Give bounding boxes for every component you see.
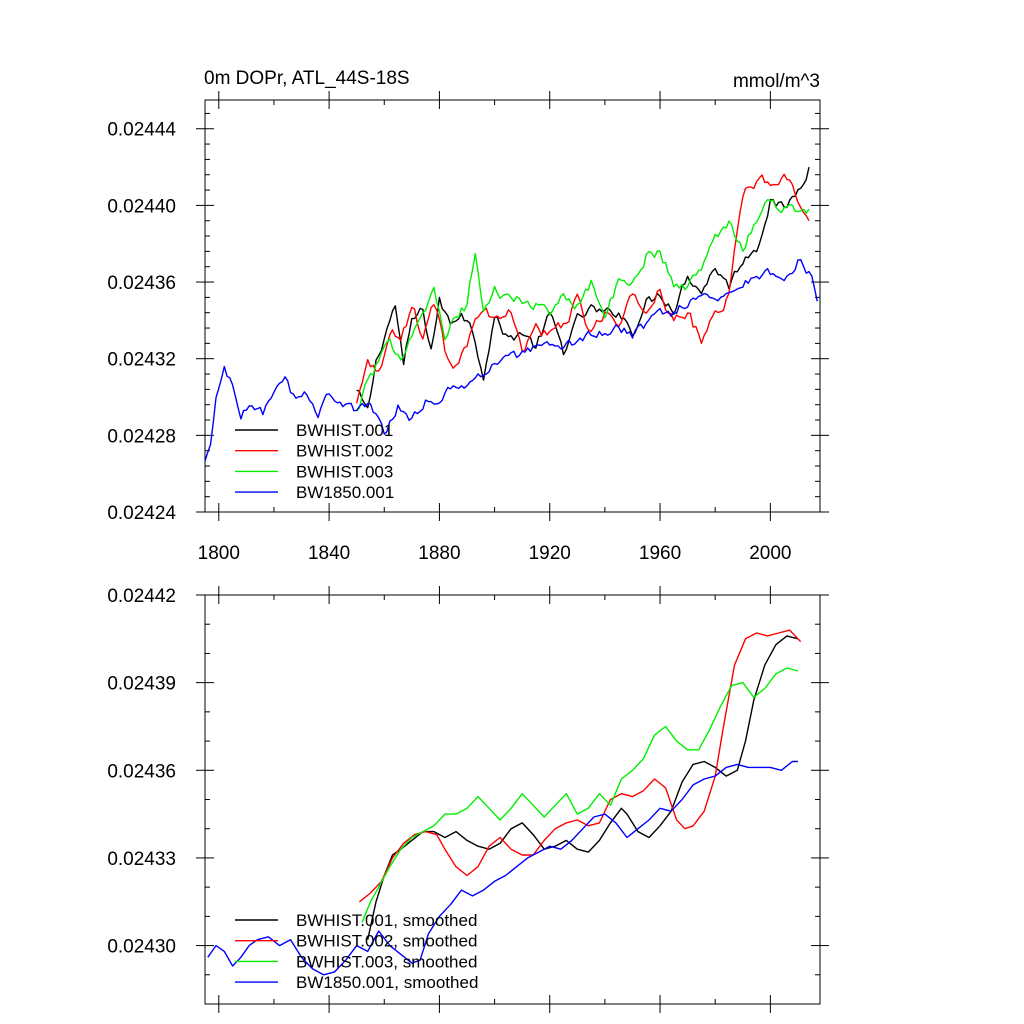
legend-label: BWHIST.002, smoothed	[296, 932, 477, 951]
top-series-layer	[204, 166, 818, 462]
y-tick-label: 0.02436	[107, 761, 176, 782]
x-tick-label: 1960	[639, 543, 681, 564]
x-tick-label: 1840	[308, 543, 350, 564]
y-tick-label: 0.02433	[107, 849, 176, 870]
y-tick-label: 0.02442	[107, 586, 176, 607]
units-label: mmol/m^3	[733, 71, 820, 92]
y-tick-label: 0.02430	[107, 937, 176, 958]
legend-label: BW1850.001, smoothed	[296, 973, 478, 992]
bottom-legend: BWHIST.001, smoothed BWHIST.002, smoothed…	[235, 911, 478, 992]
y-tick-label: 0.02439	[107, 674, 176, 695]
series-line-bwhist-001-smoothed	[367, 635, 799, 940]
series-line-bwhist-003-smoothed	[361, 667, 799, 923]
x-tick-label: 1800	[198, 543, 240, 564]
y-tick-label: 0.02428	[107, 426, 176, 447]
bottom-panel: 0.02430 0.02433 0.02436 0.02439 0.02442 BWHI…	[107, 586, 829, 1013]
bottom-series-layer	[207, 629, 802, 976]
y-tick-label: 0.02444	[107, 120, 176, 141]
series-line-bw1850-001	[204, 259, 818, 462]
series-line-bwhist-001	[356, 166, 810, 409]
legend-label: BWHIST.001, smoothed	[296, 911, 477, 930]
series-line-bwhist-002-smoothed	[358, 629, 802, 903]
top-panel-title: 0m DOPr, ATL_44S-18S	[204, 68, 410, 89]
y-tick-label: 0.02432	[107, 350, 176, 371]
x-tick-label: 2000	[749, 543, 791, 564]
top-panel: 0m DOPr, ATL_44S-18S mmol/m^3 1800 1840 18…	[107, 68, 829, 564]
x-tick-label: 1880	[418, 543, 460, 564]
series-line-bw1850-001-smoothed	[207, 760, 798, 976]
top-plot-frame	[204, 99, 821, 513]
x-tick-label: 1920	[529, 543, 571, 564]
top-axis-ticks: 1800 1840 1880 1920 1960 2000 0.02424 0.02428 0.…	[107, 91, 829, 564]
bottom-axis-ticks: 0.02430 0.02433 0.02436 0.02439 0.02442	[107, 586, 829, 1013]
series-line-bwhist-003	[356, 199, 810, 412]
legend-label: BWHIST.003	[296, 462, 393, 481]
y-tick-label: 0.02424	[107, 503, 176, 524]
series-line-bwhist-002	[356, 173, 810, 404]
y-tick-label: 0.02440	[107, 196, 176, 217]
y-tick-label: 0.02436	[107, 273, 176, 294]
legend-label: BW1850.001	[296, 483, 394, 502]
legend-label: BWHIST.001	[296, 421, 393, 440]
legend-label: BWHIST.003, smoothed	[296, 952, 477, 971]
legend-label: BWHIST.002	[296, 442, 393, 461]
